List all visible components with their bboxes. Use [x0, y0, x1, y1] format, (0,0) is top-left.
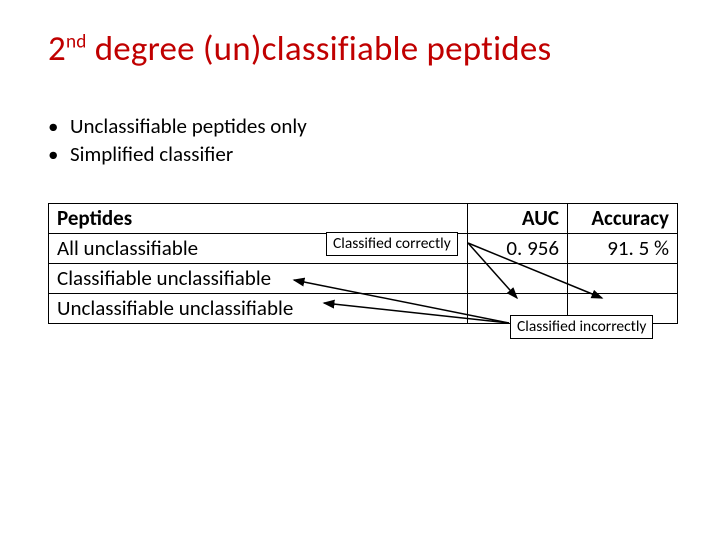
callout-text: Classified incorrectly	[517, 317, 646, 336]
bullet-list: Unclassifiable peptides only Simplified …	[48, 112, 672, 169]
cell-peptides: Classifiable unclassifiable	[49, 263, 468, 293]
bullet-item: Simplified classifier	[48, 140, 672, 168]
bullet-text: Simplified classifier	[70, 141, 233, 167]
slide: 2nd degree (un)classifiable peptides Unc…	[0, 0, 720, 540]
title-ordinal-suffix: nd	[66, 30, 87, 53]
callout-classified-correctly: Classified correctly	[326, 232, 458, 256]
slide-title: 2nd degree (un)classifiable peptides	[48, 28, 672, 70]
col-header-auc: AUC	[468, 203, 568, 233]
table-container: Peptides AUC Accuracy All unclassifiable…	[48, 203, 672, 324]
cell-auc	[468, 263, 568, 293]
callout-classified-incorrectly: Classified incorrectly	[510, 315, 653, 339]
cell-accuracy	[568, 263, 678, 293]
callout-text: Classified correctly	[333, 234, 451, 253]
table-header-row: Peptides AUC Accuracy	[49, 203, 678, 233]
results-table: Peptides AUC Accuracy All unclassifiable…	[48, 203, 678, 324]
cell-peptides: Unclassifiable unclassifiable	[49, 293, 468, 323]
col-header-peptides: Peptides	[49, 203, 468, 233]
col-header-accuracy: Accuracy	[568, 203, 678, 233]
title-ordinal-num: 2	[48, 28, 66, 70]
table-row: Classifiable unclassifiable	[49, 263, 678, 293]
cell-auc: 0. 956	[468, 233, 568, 263]
cell-accuracy: 91. 5 %	[568, 233, 678, 263]
bullet-item: Unclassifiable peptides only	[48, 112, 672, 140]
bullet-text: Unclassifiable peptides only	[70, 113, 307, 139]
title-rest: degree (un)classifiable peptides	[87, 28, 552, 70]
